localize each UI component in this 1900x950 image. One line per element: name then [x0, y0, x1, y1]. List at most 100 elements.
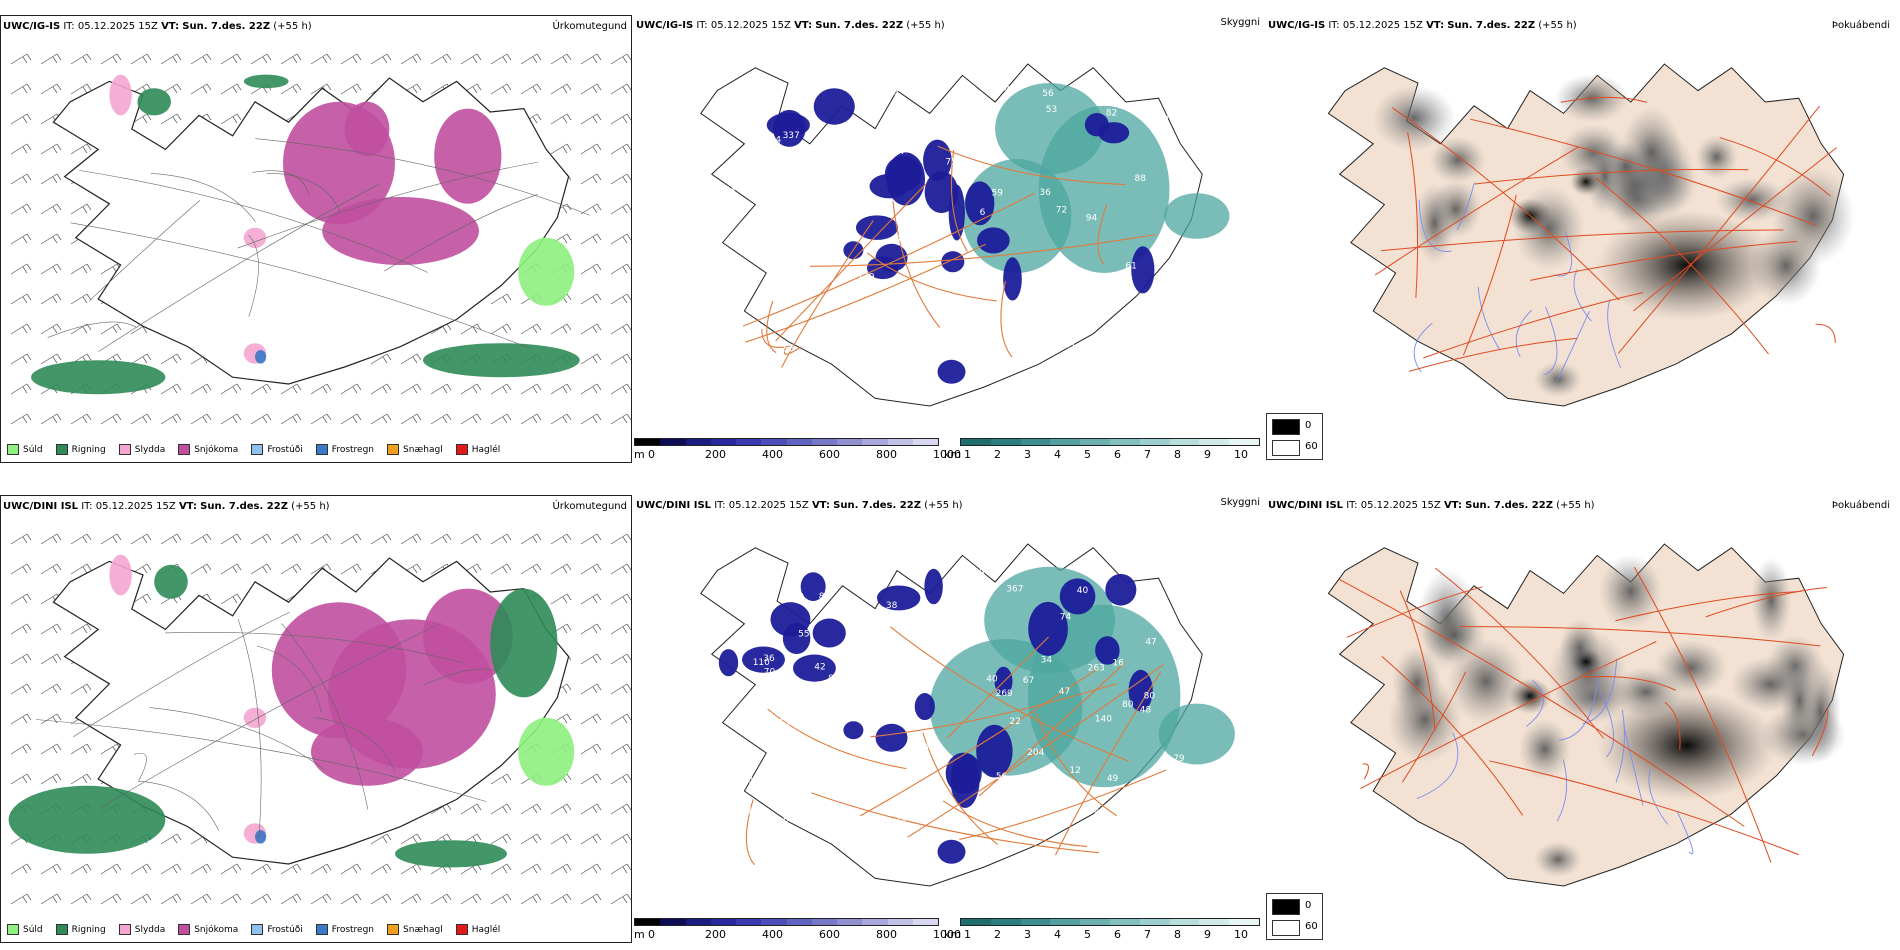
river	[1615, 709, 1625, 783]
wind-barb	[130, 53, 152, 65]
wind-barb	[550, 83, 572, 95]
road	[1815, 323, 1836, 343]
road	[1435, 567, 1604, 739]
wind-barb	[220, 83, 242, 95]
visibility-label: 42	[814, 663, 825, 673]
road	[1530, 240, 1797, 281]
fog-legend-swatch	[1272, 419, 1300, 435]
road	[867, 252, 997, 302]
wind-barb	[580, 263, 602, 275]
elevation-unit: m	[634, 928, 645, 941]
wind-barb	[100, 323, 122, 335]
wind-barb	[550, 143, 572, 155]
elevation-tick: 0	[648, 928, 655, 941]
wind-barb	[40, 683, 62, 695]
visibility-label: 80	[1144, 691, 1156, 701]
road	[281, 623, 369, 810]
wind-barb	[580, 173, 602, 185]
legend-swatch	[178, 444, 191, 455]
legend-item: Haglél	[455, 444, 500, 455]
wind-barb	[580, 833, 602, 845]
wind-barb	[520, 533, 542, 545]
wind-barb	[40, 53, 62, 65]
wind-barb	[430, 533, 452, 545]
visibility-label: 77	[1004, 86, 1015, 96]
it-value: 05.12.2025 15Z	[77, 21, 158, 32]
wind-barb	[490, 53, 512, 65]
road	[88, 200, 201, 302]
visibility-label: 52	[913, 227, 924, 237]
vt-label: VT:	[1443, 500, 1462, 511]
wind-barb	[10, 893, 32, 905]
river	[1556, 311, 1590, 382]
wind-barb	[610, 293, 631, 305]
road	[1633, 567, 1772, 863]
wind-barb	[70, 53, 92, 65]
legend-swatch	[55, 444, 68, 455]
visibility-tick: 1	[964, 448, 971, 461]
road	[73, 611, 290, 738]
elevation-tick: 400	[762, 928, 783, 941]
legend-swatch	[118, 444, 131, 455]
legend-item: Snæhagl	[387, 924, 443, 935]
wind-barb	[10, 113, 32, 125]
road	[783, 346, 802, 355]
vt-label: VT:	[811, 500, 830, 511]
wind-barb	[10, 173, 32, 185]
visibility-unit: km	[944, 448, 962, 461]
road	[384, 194, 538, 272]
road	[248, 234, 259, 317]
road	[256, 645, 322, 713]
river	[1607, 299, 1621, 369]
wind-barb	[580, 353, 602, 365]
wind-barb	[550, 833, 572, 845]
visibility-label: 290	[857, 151, 874, 161]
road	[1811, 707, 1829, 757]
river	[1543, 306, 1558, 376]
legend-label: Rigning	[71, 444, 106, 455]
visibility-label: 133	[779, 719, 796, 729]
visibility-label: 40	[986, 674, 998, 684]
precip-map	[8, 533, 631, 905]
wind-barb	[190, 563, 212, 575]
road	[1374, 146, 1579, 276]
wind-barb	[10, 203, 32, 215]
road	[1362, 763, 1369, 780]
visibility-label: 127	[957, 114, 974, 124]
visibility-label: 89	[810, 711, 822, 721]
wind-barb	[460, 323, 482, 335]
road	[1470, 118, 1816, 226]
wind-barb	[190, 413, 212, 425]
legend-item: Frostregn	[315, 444, 374, 455]
lead-time: (+55 h)	[924, 500, 963, 511]
wind-barb	[370, 53, 392, 65]
visibility-label: 38	[886, 601, 898, 611]
legend-swatch	[455, 444, 468, 455]
wind-barb	[460, 413, 482, 425]
wind-barb	[220, 413, 242, 425]
visibility-label: 55	[1094, 809, 1105, 819]
wind-barb	[580, 743, 602, 755]
road	[1664, 701, 1681, 750]
wind-barb	[10, 263, 32, 275]
visibility-label: 66	[1141, 87, 1153, 97]
visibility-label: 213	[1176, 108, 1193, 118]
panel-variable-name: Úrkomutegund	[552, 21, 627, 32]
wind-barb	[490, 533, 512, 545]
wind-barb	[610, 623, 631, 635]
wind-barb	[70, 683, 92, 695]
wind-barb	[100, 533, 122, 545]
legend-item: Snjókoma	[178, 924, 238, 935]
road	[100, 623, 442, 808]
visibility-label: 76	[727, 276, 739, 286]
it-value: 05.12.2025 15Z	[1342, 20, 1423, 31]
visibility-label: 78	[833, 818, 845, 828]
wind-barb	[460, 893, 482, 905]
visibility-label: 80	[1122, 700, 1134, 710]
visibility-tick: 1	[964, 928, 971, 941]
vt-value: Sun. 7.des. 22Z	[200, 501, 288, 512]
wind-barb	[580, 683, 602, 695]
wind-barb	[370, 833, 392, 845]
visibility-label: 93	[798, 213, 809, 223]
legend-label: Slydda	[134, 444, 166, 455]
